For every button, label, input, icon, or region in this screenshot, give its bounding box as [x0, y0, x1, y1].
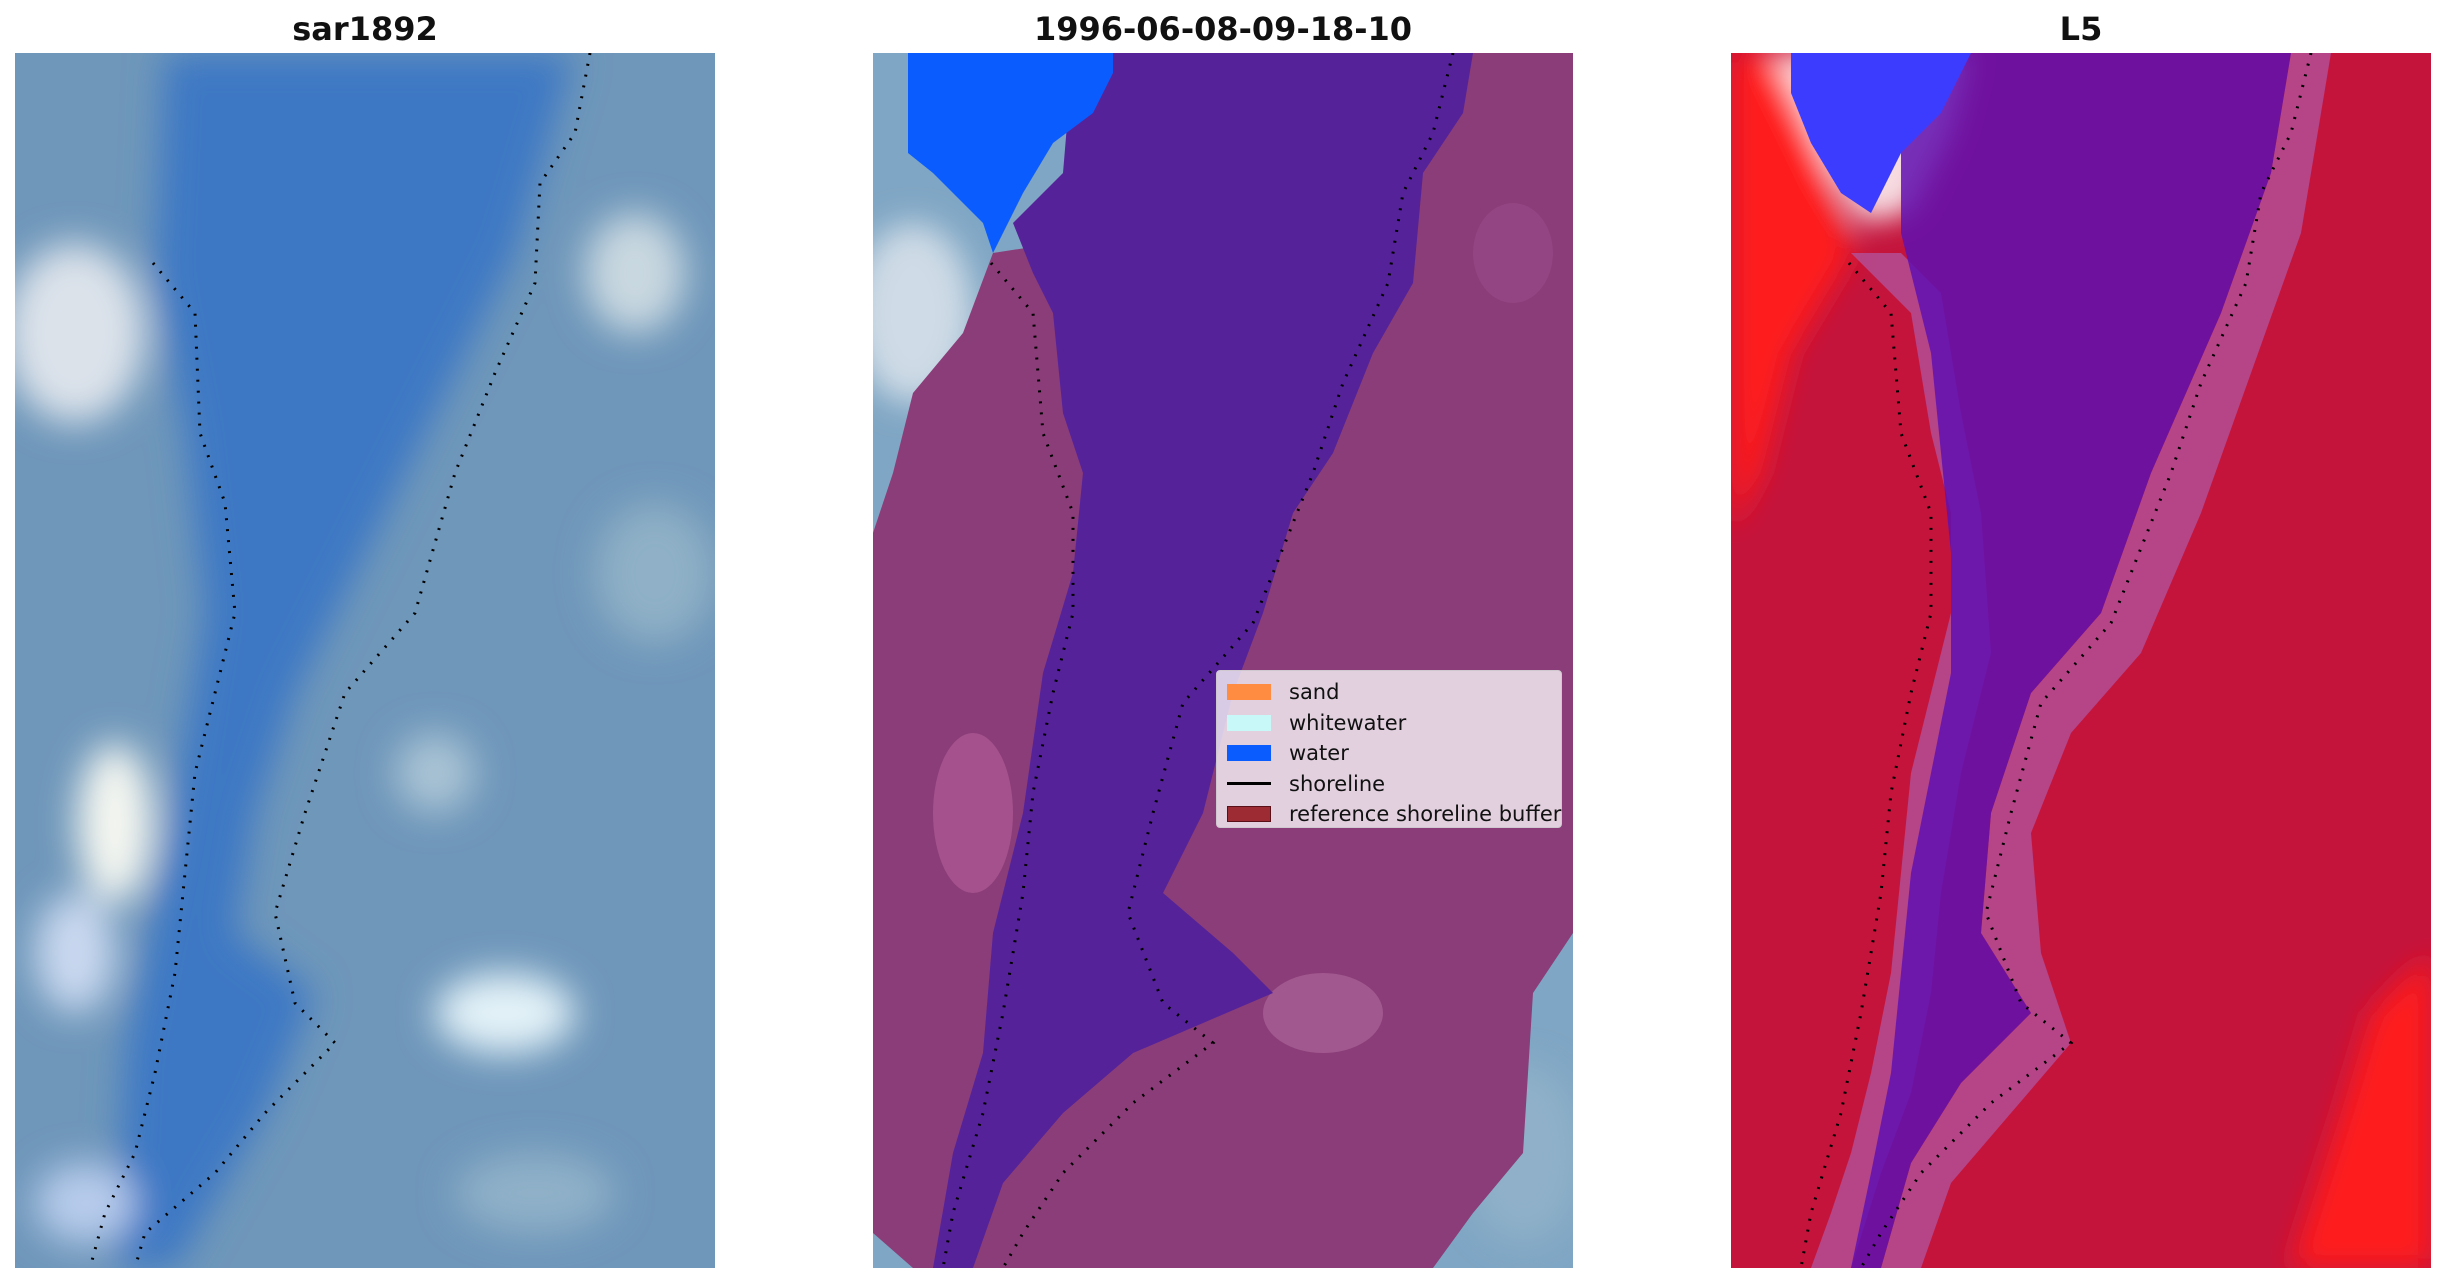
panel-title-date: 1996-06-08-09-18-10 — [1033, 10, 1413, 48]
index-image — [1731, 53, 2431, 1268]
rgb-image-panel — [15, 53, 715, 1268]
legend-label: whitewater — [1289, 710, 1407, 735]
legend-item-water: water — [1227, 738, 1551, 769]
water-swatch — [1227, 745, 1271, 762]
classification-panel — [873, 53, 1573, 1268]
whitewater-swatch — [1227, 714, 1271, 731]
legend-label: sand — [1289, 680, 1340, 705]
legend-label: shoreline — [1289, 771, 1386, 796]
classification-overlay — [873, 53, 1573, 1268]
legend-label: water — [1289, 741, 1349, 766]
legend-item-sand: sand — [1227, 677, 1551, 708]
panel-title-index: L5 — [2059, 10, 2103, 48]
sand-swatch — [1227, 684, 1271, 701]
legend-item-whitewater: whitewater — [1227, 708, 1551, 739]
legend-item-buffer: reference shoreline buffer — [1227, 799, 1561, 830]
legend-item-shoreline: shoreline — [1227, 769, 1551, 800]
index-panel — [1731, 53, 2431, 1268]
shoreline-line-swatch — [1227, 782, 1271, 786]
panel-title-sar: sar1892 — [292, 10, 438, 48]
rgb-image — [15, 53, 715, 1268]
buffer-swatch — [1227, 806, 1271, 823]
legend-label: reference shoreline buffer — [1289, 802, 1562, 827]
legend: sand whitewater water shoreline referenc… — [1216, 670, 1562, 828]
